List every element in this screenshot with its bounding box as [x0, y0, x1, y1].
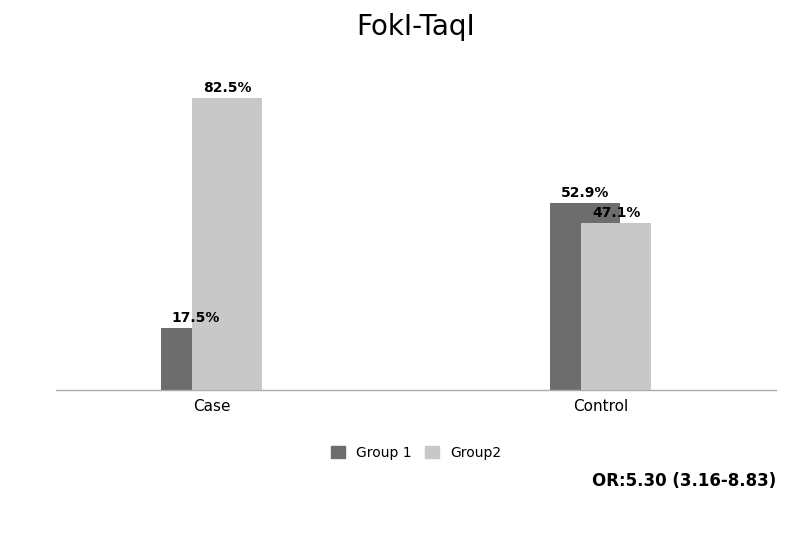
Text: 17.5%: 17.5% [172, 311, 220, 325]
Bar [161, 328, 231, 390]
Bar [582, 223, 651, 390]
Text: OR:5.30 (3.16-8.83): OR:5.30 (3.16-8.83) [592, 472, 776, 490]
Bar [550, 203, 620, 390]
Text: 47.1%: 47.1% [592, 207, 641, 220]
Text: 52.9%: 52.9% [561, 186, 610, 200]
Legend: Group 1, Group2: Group 1, Group2 [325, 440, 507, 465]
Title: FokI-TaqI: FokI-TaqI [357, 12, 475, 41]
Text: 82.5%: 82.5% [203, 81, 251, 95]
Bar [192, 98, 262, 390]
